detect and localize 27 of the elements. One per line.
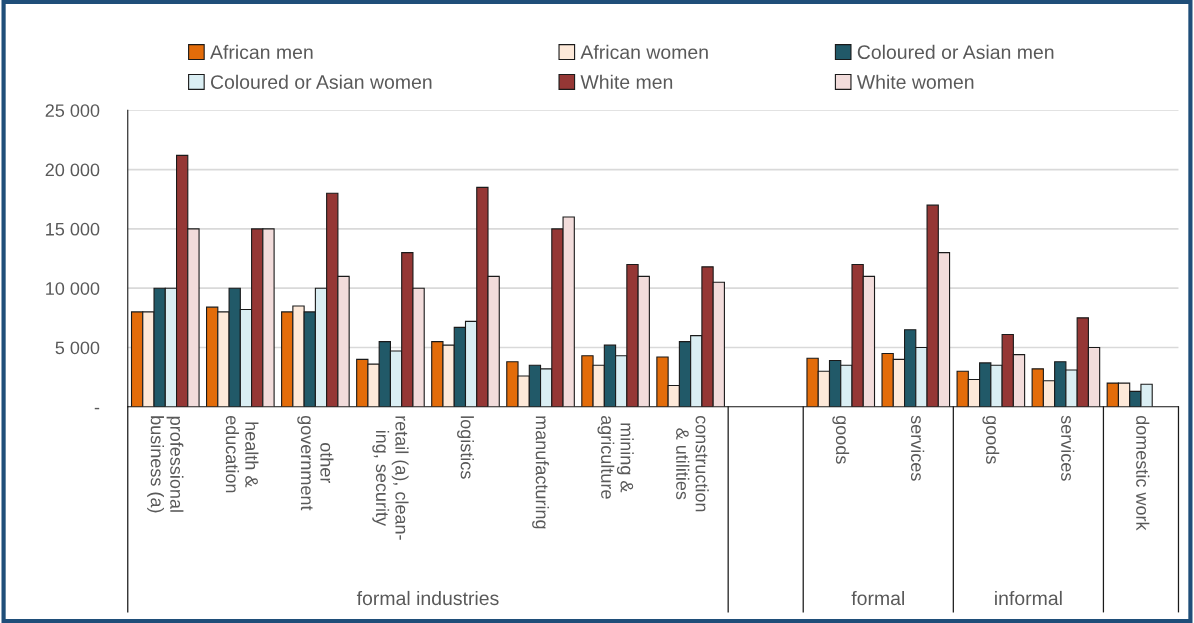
y-tick-label: 10 000 (46, 282, 100, 295)
y-tick-label: 20 000 (45, 163, 100, 177)
text: informal (995, 590, 1062, 606)
legend-label: African men (210, 44, 313, 60)
x-tick-label: manufacturing (532, 416, 549, 529)
x-tick-label: goods (982, 415, 1000, 464)
legend-label: African women (580, 44, 708, 60)
x-tick-label: services (1061, 415, 1075, 481)
y-tick-label: - (94, 407, 100, 410)
x-tick-label: professional business (a) (147, 416, 184, 513)
x-tick-label: construction & utilities (676, 415, 709, 512)
x-tick-label: mining & agriculture (597, 415, 634, 499)
x-tick-label: logistics (457, 416, 474, 479)
legend-label: Coloured or Asian men (857, 44, 1054, 60)
x-tick-label: health & education (225, 415, 259, 493)
legend-label: White women (856, 74, 974, 89)
text: formal industries (356, 590, 499, 606)
x-tick-label: domestic work (1136, 415, 1150, 531)
x-tick-label: goods (832, 415, 850, 464)
x-tick-label: other government (297, 415, 334, 511)
x-tick-label: services (910, 415, 925, 481)
legend-label: Coloured or Asian women (210, 74, 432, 89)
legend-label: White men (580, 74, 673, 89)
text: formal (851, 590, 904, 606)
y-tick-label: 15 000 (46, 222, 100, 236)
y-tick-label: 5 000 (55, 341, 100, 355)
y-tick-label: 25 000 (45, 104, 100, 117)
